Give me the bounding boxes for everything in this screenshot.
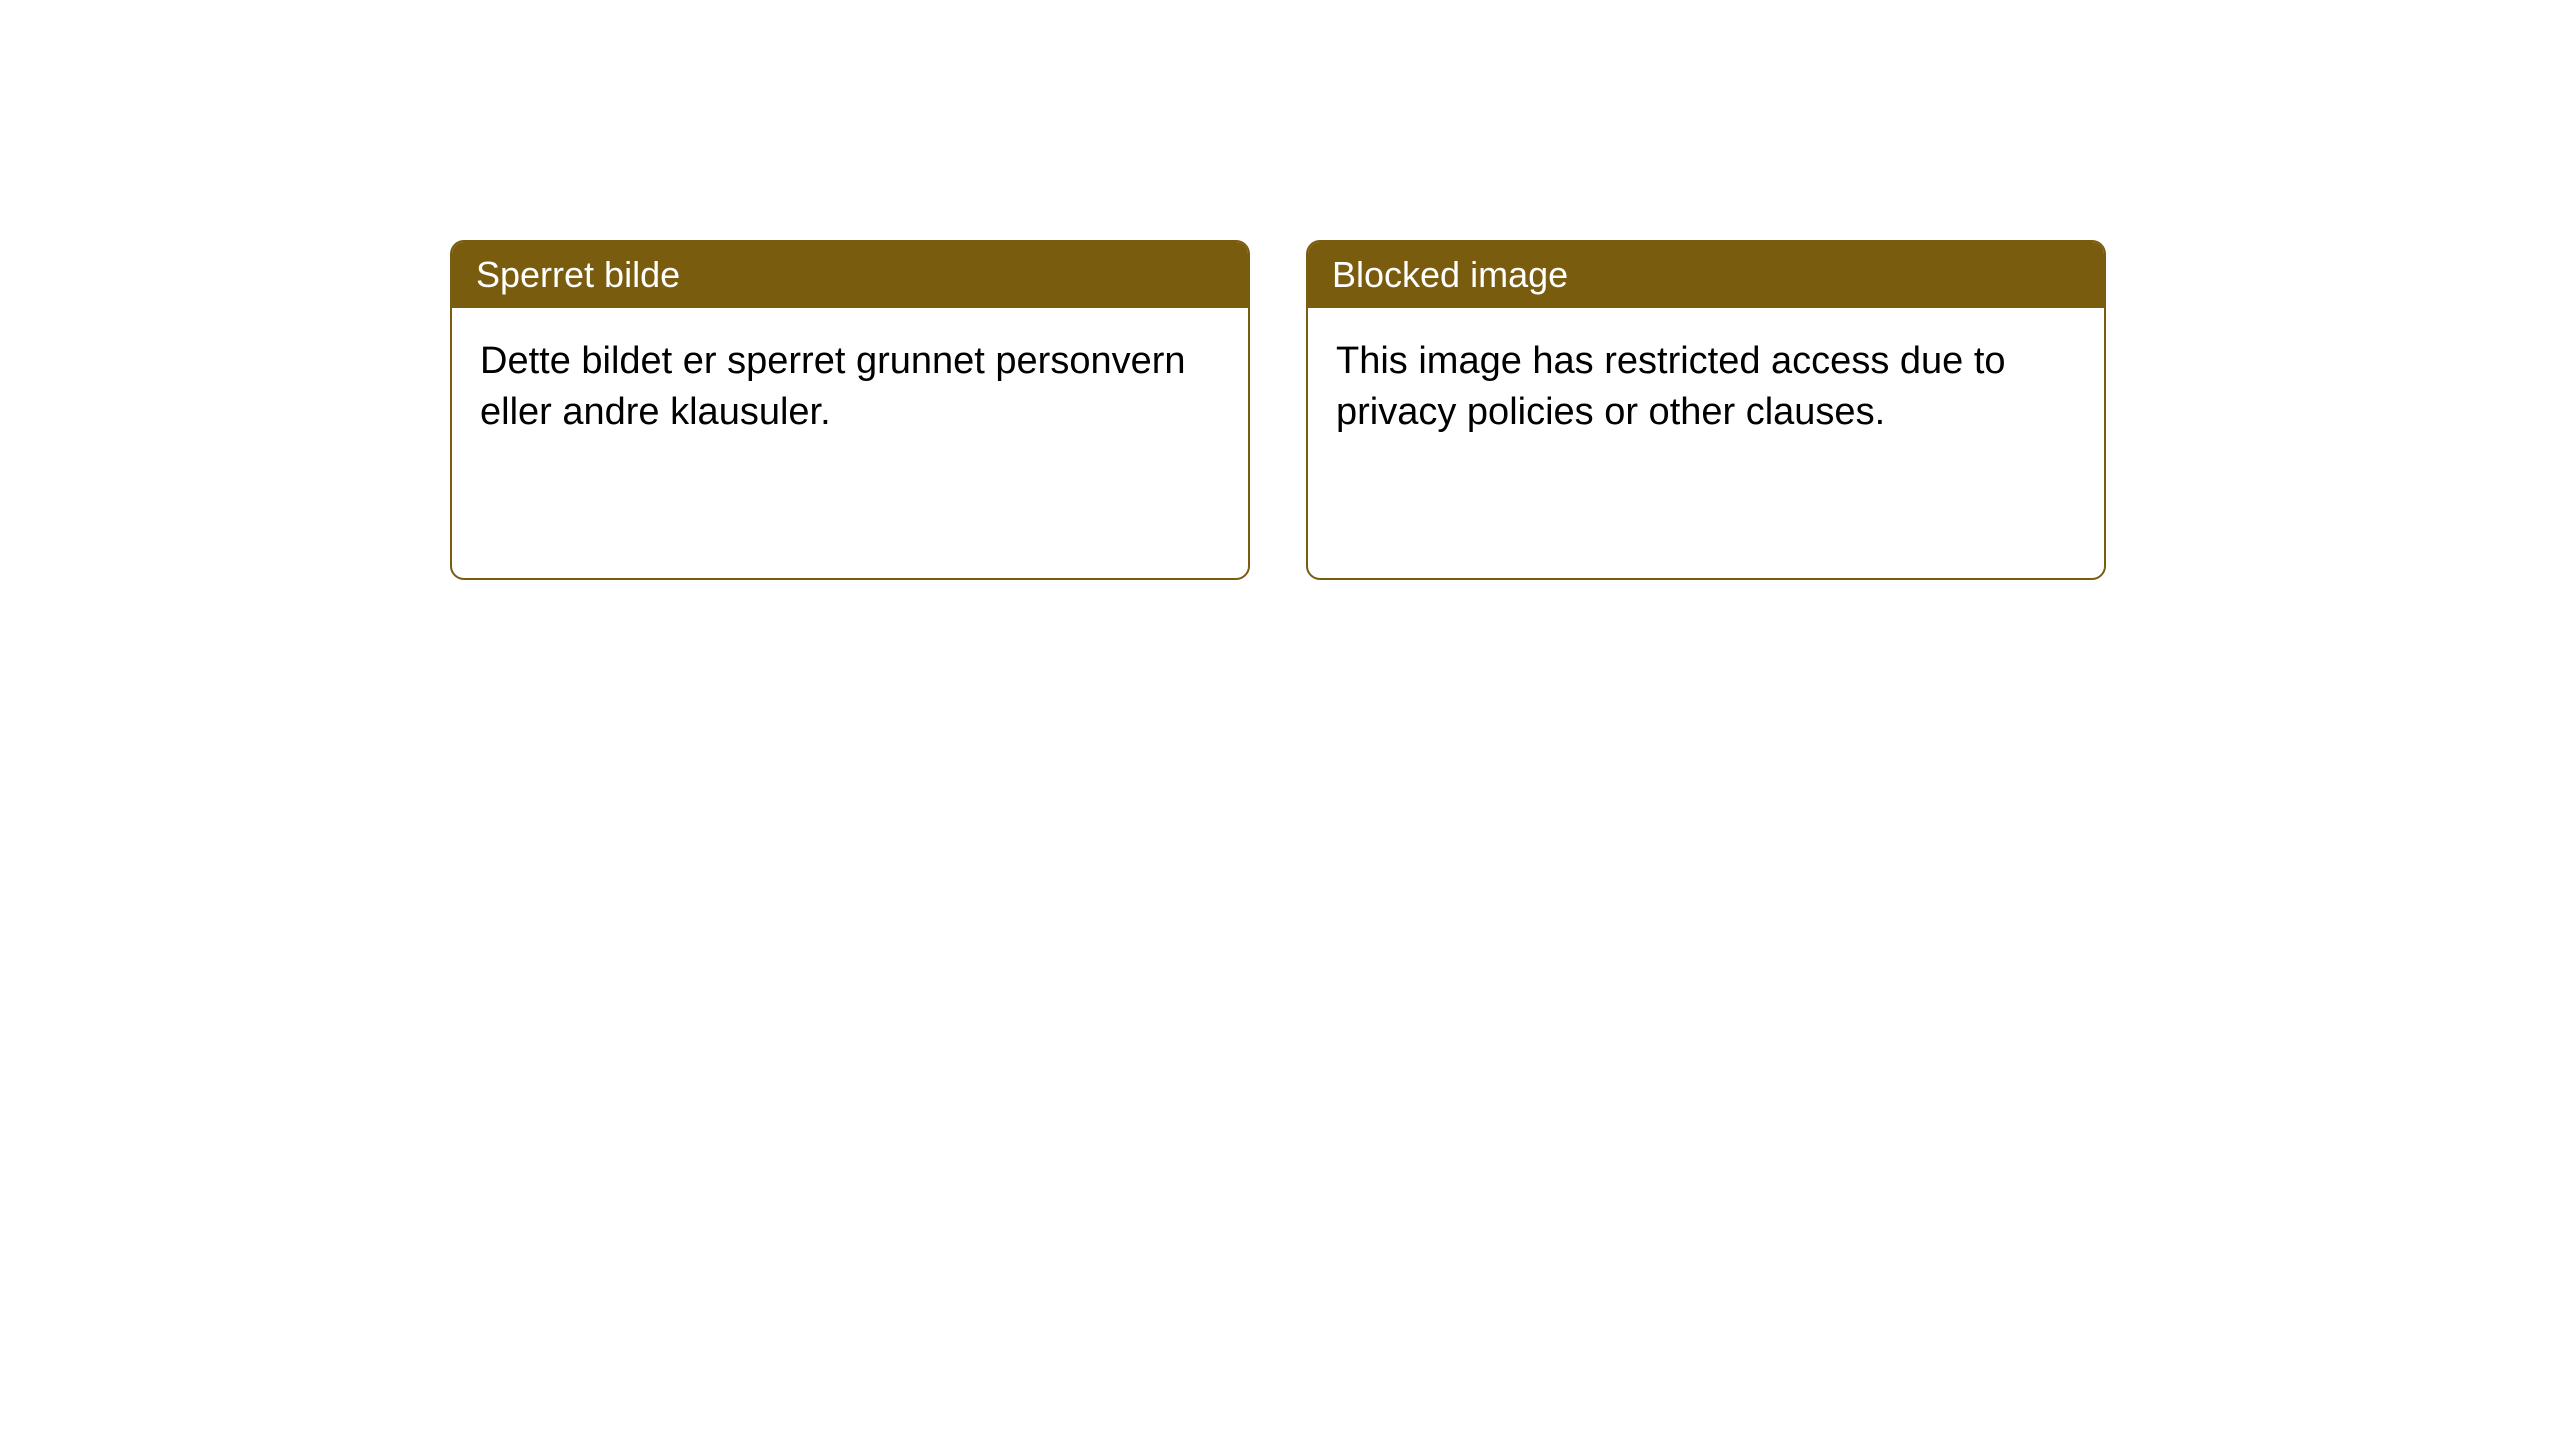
notice-header-norwegian: Sperret bilde	[452, 242, 1248, 308]
notice-header-english: Blocked image	[1308, 242, 2104, 308]
notice-card-norwegian: Sperret bilde Dette bildet er sperret gr…	[450, 240, 1250, 580]
notice-body-english: This image has restricted access due to …	[1308, 308, 2104, 578]
notice-card-english: Blocked image This image has restricted …	[1306, 240, 2106, 580]
notice-text: This image has restricted access due to …	[1336, 340, 2006, 433]
notice-title: Sperret bilde	[476, 254, 680, 295]
notice-container: Sperret bilde Dette bildet er sperret gr…	[450, 240, 2106, 580]
notice-text: Dette bildet er sperret grunnet personve…	[480, 340, 1186, 433]
notice-body-norwegian: Dette bildet er sperret grunnet personve…	[452, 308, 1248, 578]
notice-title: Blocked image	[1332, 254, 1568, 295]
